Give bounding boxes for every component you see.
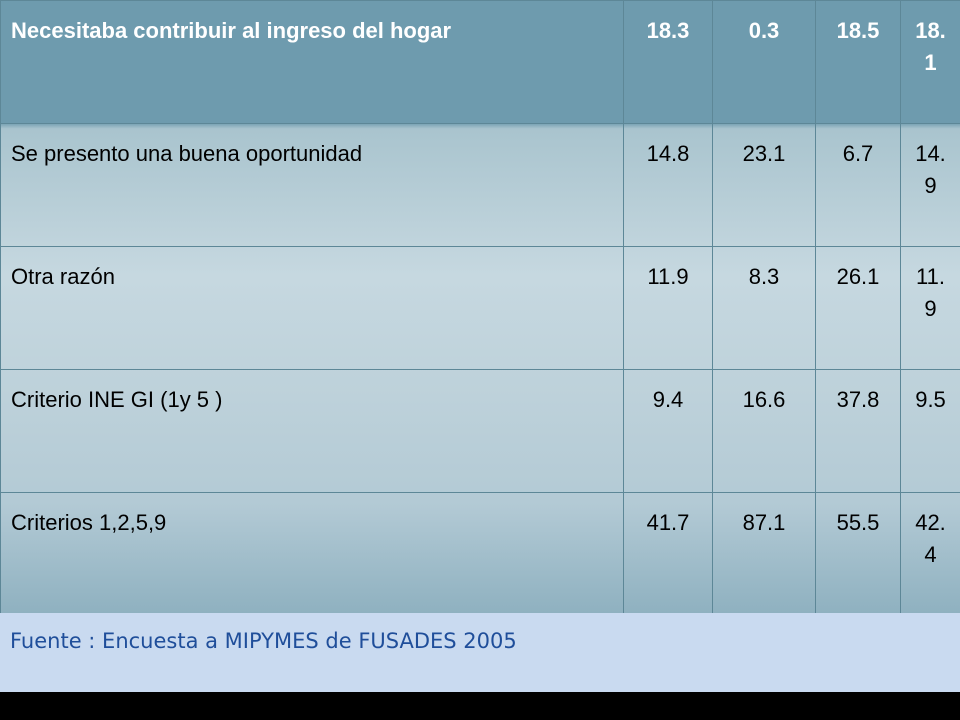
value-cell: 11.9 [623, 246, 713, 370]
value-cell: 8.3 [712, 246, 816, 370]
value-cell: 23.1 [712, 123, 816, 247]
value-cell: 18.3 [623, 0, 713, 124]
footer: Fuente : Encuesta a MIPYMES de FUSADES 2… [0, 613, 960, 692]
value-cell: 14.8 [623, 123, 713, 247]
value-cell: 0.3 [712, 0, 816, 124]
value-cell: 9.4 [623, 369, 713, 493]
table-area: Necesitaba contribuir al ingreso del hog… [0, 0, 960, 616]
value-cell: 41.7 [623, 492, 713, 616]
row-label: Se presento una buena oportunidad [0, 123, 624, 247]
value-cell: 87.1 [712, 492, 816, 616]
header-row: Necesitaba contribuir al ingreso del hog… [0, 0, 960, 124]
row-label: Necesitaba contribuir al ingreso del hog… [0, 0, 624, 124]
value-cell: 26.1 [815, 246, 901, 370]
row-label: Criterio INE GI (1y 5 ) [0, 369, 624, 493]
value-cell: 9.5 [900, 369, 960, 493]
row-label: Criterios 1,2,5,9 [0, 492, 624, 616]
row-label: Otra razón [0, 246, 624, 370]
table-row: Criterio INE GI (1y 5 ) 9.4 16.6 37.8 9.5 [0, 369, 960, 493]
data-table: Necesitaba contribuir al ingreso del hog… [0, 0, 960, 616]
value-cell: 18.5 [815, 0, 901, 124]
value-cell: 42.4 [900, 492, 960, 616]
value-cell: 55.5 [815, 492, 901, 616]
source-note: Fuente : Encuesta a MIPYMES de FUSADES 2… [10, 629, 517, 653]
value-cell: 14.9 [900, 123, 960, 247]
value-cell: 18.1 [900, 0, 960, 124]
value-cell: 11.9 [900, 246, 960, 370]
table-row: Otra razón 11.9 8.3 26.1 11.9 [0, 246, 960, 370]
table-row: Criterios 1,2,5,9 41.7 87.1 55.5 42.4 [0, 492, 960, 616]
value-cell: 6.7 [815, 123, 901, 247]
value-cell: 37.8 [815, 369, 901, 493]
table-row: Se presento una buena oportunidad 14.8 23.… [0, 123, 960, 247]
value-cell: 16.6 [712, 369, 816, 493]
